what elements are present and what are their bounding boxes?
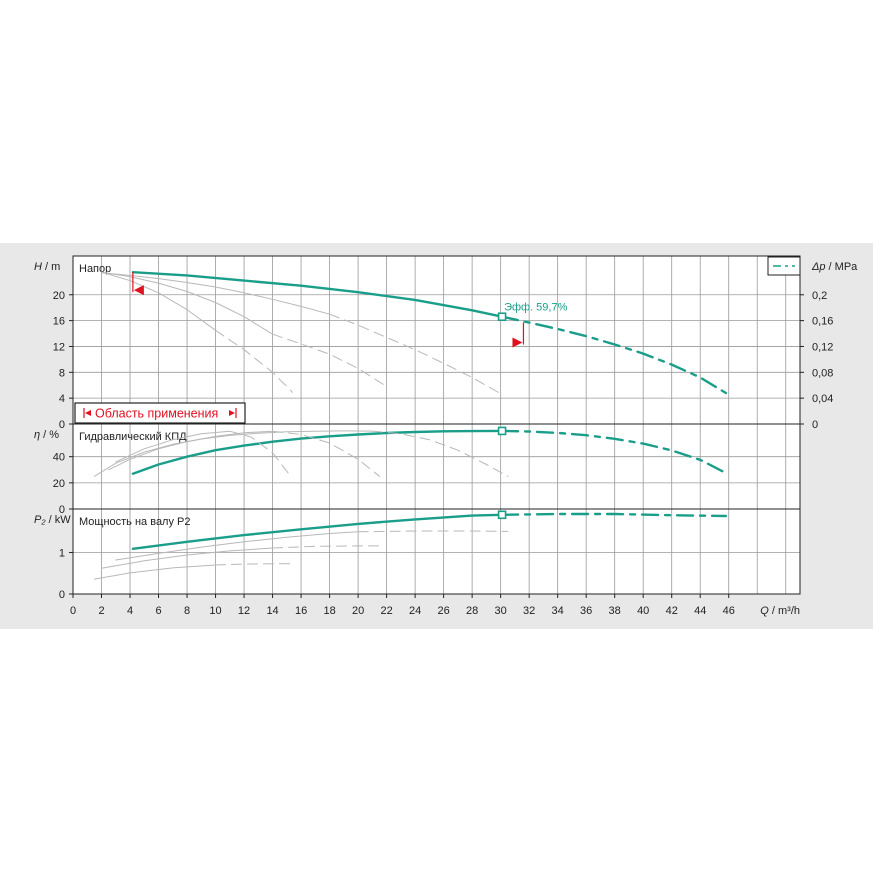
- x-axis-label: Q / m³/h: [760, 605, 800, 617]
- operating-point-marker: [497, 426, 507, 436]
- range-box-left-arrow: [85, 410, 91, 416]
- plot-area-efficiency: [73, 424, 800, 509]
- y-tick-label: 20: [53, 290, 65, 302]
- curve-power-dashed: [500, 512, 728, 518]
- curve-efficiency-thin: [93, 430, 373, 477]
- right-tick-label: 0,12: [812, 341, 833, 353]
- curve-power-thin-dashed: [357, 530, 509, 533]
- y-tick-label: 16: [53, 316, 65, 328]
- plot-area-power: [73, 509, 800, 594]
- right-axis-label: Δp / MPa: [811, 261, 858, 273]
- panel-title-efficiency: Гидравлический КПД: [79, 431, 187, 443]
- curve-efficiency-dashed: [500, 429, 728, 475]
- y-tick-label: 0: [59, 504, 65, 516]
- x-tick-label: 46: [723, 605, 735, 617]
- application-range-box: [74, 402, 246, 424]
- x-tick-label: 28: [466, 605, 478, 617]
- curve-power-solid: [131, 513, 504, 550]
- x-tick-label: 24: [409, 605, 421, 617]
- operating-point-marker: [497, 312, 507, 322]
- y-tick-label: 1: [59, 548, 65, 560]
- x-tick-label: 26: [438, 605, 450, 617]
- x-tick-label: 44: [694, 605, 706, 617]
- y-axis-label-efficiency: η / %: [34, 429, 59, 441]
- x-tick-label: 32: [523, 605, 535, 617]
- y-tick-label: 20: [53, 478, 65, 490]
- right-tick-label: 0,16: [812, 316, 833, 328]
- curve-head-thin: [101, 271, 274, 335]
- curve-efficiency-thin-dashed: [272, 430, 380, 477]
- y-axis-label-power: P₂ / kW: [34, 514, 71, 526]
- x-tick-label: 2: [98, 605, 104, 617]
- y-tick-label: 0: [59, 589, 65, 601]
- y-tick-label: 8: [59, 367, 65, 379]
- x-tick-label: 42: [666, 605, 678, 617]
- x-tick-label: 14: [266, 605, 278, 617]
- curve-power-thin: [93, 564, 216, 580]
- x-tick-label: 6: [155, 605, 161, 617]
- plot-area-head: [73, 256, 800, 424]
- x-tick-label: 38: [609, 605, 621, 617]
- y-tick-label: 4: [59, 393, 65, 405]
- y-tick-label: 0: [59, 419, 65, 431]
- application-range-label: Область применения: [95, 407, 218, 421]
- y-axis-label-head: H / m: [34, 261, 60, 273]
- curve-power-thin: [115, 531, 359, 561]
- x-tick-label: 10: [209, 605, 221, 617]
- range-max-arrow: [512, 337, 523, 348]
- x-tick-label: 40: [637, 605, 649, 617]
- pump-curve-panel: 0 4 8 12 16 20 H / m Напор 0 0,04 0,08 0,12 0,16 0,2 Δ…: [0, 243, 873, 629]
- x-tick-label: 22: [380, 605, 392, 617]
- right-tick-label: 0,2: [812, 290, 827, 302]
- range-min-arrow: [133, 285, 144, 296]
- x-tick-label: 34: [552, 605, 564, 617]
- x-tick-label: 20: [352, 605, 364, 617]
- curve-efficiency-thin-dashed: [229, 430, 291, 476]
- x-tick-label: 16: [295, 605, 307, 617]
- curve-power-thin: [101, 547, 274, 569]
- operating-point-label: Эфф. 59,7%: [504, 302, 568, 314]
- right-tick-label: 0,04: [812, 393, 833, 405]
- y-tick-label: 12: [53, 341, 65, 353]
- right-tick-label: 0: [812, 419, 818, 431]
- x-tick-label: 30: [495, 605, 507, 617]
- y-tick-label: 40: [53, 452, 65, 464]
- curve-power-thin-dashed: [215, 563, 291, 566]
- legend-box: [767, 256, 801, 276]
- x-tick-label: 8: [184, 605, 190, 617]
- x-tick-label: 18: [323, 605, 335, 617]
- curve-efficiency-thin: [108, 430, 274, 471]
- curve-efficiency-thin-dashed: [371, 430, 509, 477]
- x-tick-label: 12: [238, 605, 250, 617]
- plot-border-power: [72, 508, 801, 595]
- curve-head-thin: [101, 272, 331, 315]
- right-tick-label: 0,08: [812, 367, 833, 379]
- curve-head-thin-dashed: [272, 333, 388, 387]
- curve-head-dashed: [500, 315, 728, 395]
- curve-efficiency-thin: [115, 430, 231, 463]
- x-tick-label: 36: [580, 605, 592, 617]
- x-tick-label: 4: [127, 605, 133, 617]
- curve-head-solid: [131, 271, 504, 318]
- curve-power-thin-dashed: [272, 545, 380, 549]
- x-tick-label: 0: [70, 605, 76, 617]
- curve-efficiency-solid: [131, 429, 504, 475]
- curve-head-thin: [101, 271, 216, 331]
- operating-point-marker: [497, 510, 507, 520]
- curve-head-thin-dashed: [215, 329, 293, 393]
- range-box-right-arrow: [229, 410, 235, 416]
- panel-title-power: Мощность на валу P2: [79, 516, 191, 528]
